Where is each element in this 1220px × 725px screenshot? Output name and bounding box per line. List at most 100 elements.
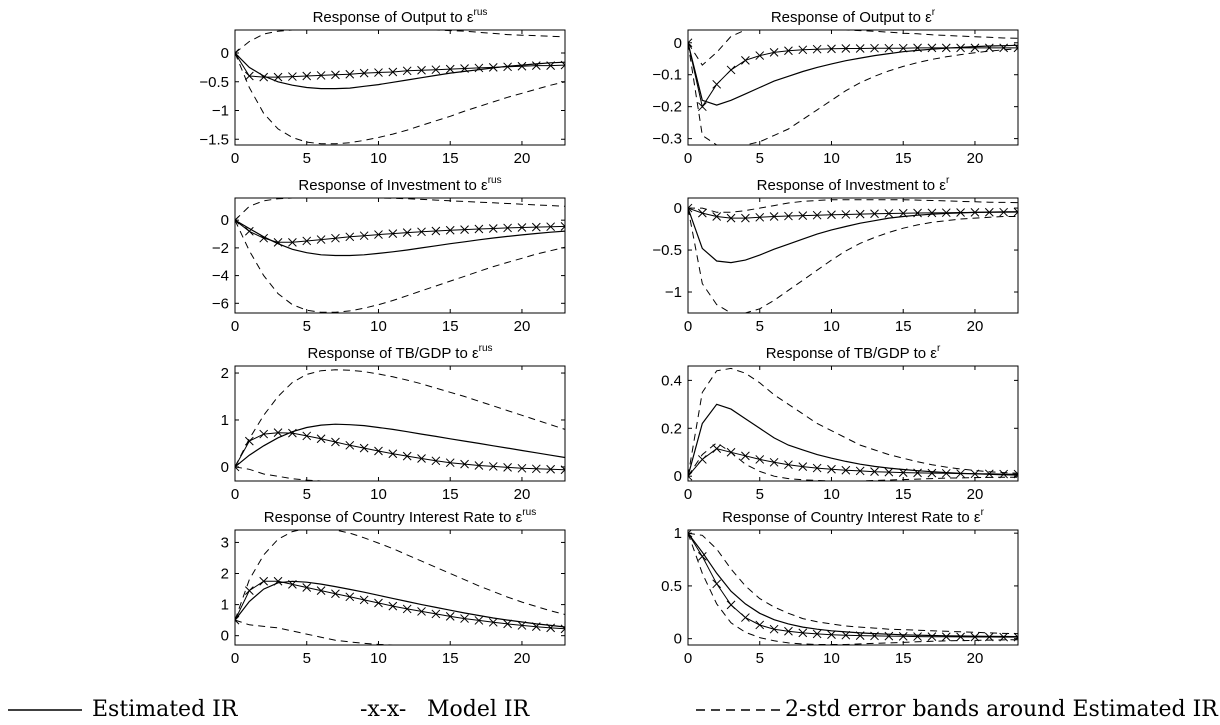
y-tick-label: 0: [674, 200, 682, 217]
axes-box: [234, 365, 566, 482]
panel-title-main: Response of Investment to ε: [757, 177, 947, 194]
model-ir-marker: [712, 444, 722, 454]
x-tick-label: 5: [756, 650, 764, 667]
x-tick-label: 10: [370, 650, 387, 667]
model-ir-marker: [927, 43, 937, 53]
model-ir-marker: [927, 208, 937, 218]
error-band-line: [235, 466, 565, 481]
x-tick-label: 15: [895, 486, 912, 503]
model-ir-marker: [712, 579, 722, 589]
model-ir-line: [235, 580, 565, 630]
x-tick-label: 0: [231, 650, 239, 667]
axes-box: [687, 529, 1019, 646]
panel-title: Response of Output to εr: [771, 7, 936, 26]
model-ir-marker: [388, 229, 398, 238]
estimated-ir-line: [235, 52, 565, 90]
x-tick-label: 0: [684, 150, 692, 167]
model-ir-marker: [798, 628, 808, 638]
model-ir-marker: [712, 212, 722, 221]
model-ir-marker: [431, 65, 441, 75]
y-tick-label: −0.5: [199, 74, 229, 91]
x-tick-label: 0: [231, 486, 239, 503]
panel-title-main: Response of Output to ε: [771, 9, 932, 26]
y-tick-label: −0.5: [652, 242, 682, 259]
model-ir-marker: [235, 462, 240, 472]
error-band-line: [235, 219, 565, 313]
model-ir-marker: [812, 629, 822, 639]
axes-box: [234, 29, 566, 146]
x-tick-label: 15: [895, 650, 912, 667]
model-ir-marker: [546, 222, 556, 232]
model-ir-marker: [460, 459, 469, 469]
model-ir-marker: [402, 604, 412, 614]
model-ir-marker: [898, 631, 908, 641]
model-ir-marker: [941, 208, 951, 218]
x-tick-label: 5: [756, 486, 764, 503]
y-tick-label: −1: [212, 103, 229, 120]
model-ir-marker: [984, 43, 994, 53]
model-ir-marker: [331, 70, 340, 80]
x-tick-label: 10: [823, 150, 840, 167]
plot-area: [688, 199, 1018, 313]
model-ir-marker: [999, 469, 1009, 479]
error-band-line: [688, 30, 1018, 66]
model-ir-marker: [1013, 43, 1018, 53]
model-ir-marker: [517, 223, 527, 232]
model-ir-marker: [503, 463, 512, 472]
model-ir-marker: [855, 44, 865, 53]
model-ir-marker: [302, 431, 312, 441]
model-ir-marker: [288, 72, 297, 81]
model-ir-line: [688, 207, 1018, 219]
x-tick-label: 0: [684, 318, 692, 335]
y-tick-label: 3: [221, 534, 229, 551]
model-ir-marker: [546, 623, 556, 633]
panel-title: Response of TB/GDP to εrus: [307, 343, 492, 362]
panel-4: Response of TB/GDP to εrus 0 5 10 15 20 0 1 2: [221, 343, 566, 503]
x-tick-label: 10: [370, 486, 387, 503]
panel-7: Response of Country Interest Rate to εr 0…: [661, 507, 1019, 667]
axes-box: [687, 29, 1019, 146]
legend-model-prefix: -x-x-: [360, 697, 406, 722]
x-tick-label: 20: [967, 150, 984, 167]
model-ir-marker: [884, 467, 894, 477]
panel-title-superscript: r: [981, 507, 985, 518]
axes-box: [234, 197, 566, 314]
y-tick-label: 0.4: [661, 372, 682, 389]
model-ir-marker: [769, 48, 779, 57]
model-ir-marker: [970, 43, 980, 53]
model-ir-marker: [345, 440, 355, 450]
model-ir-marker: [855, 209, 865, 219]
model-ir-marker: [898, 468, 908, 477]
panel-title-superscript: r: [937, 343, 941, 354]
model-ir-marker: [726, 600, 736, 610]
model-ir-marker: [331, 437, 340, 447]
model-ir-marker: [755, 51, 765, 60]
x-tick-label: 20: [967, 650, 984, 667]
model-ir-marker: [531, 622, 541, 632]
model-ir-marker: [984, 207, 994, 217]
model-ir-marker: [331, 233, 340, 243]
model-ir-marker: [488, 224, 498, 233]
model-ir-marker: [855, 466, 865, 476]
model-ir-marker: [841, 44, 851, 53]
model-ir-marker: [460, 614, 469, 623]
model-ir-marker: [726, 213, 736, 223]
y-tick-label: 0: [221, 628, 229, 645]
panel-title: Response of Investment to εrus: [298, 175, 501, 194]
model-ir-line: [688, 448, 1018, 477]
model-ir-marker: [417, 607, 426, 616]
model-ir-marker: [244, 71, 254, 81]
estimated-ir-line: [235, 580, 565, 628]
y-tick-label: −6: [212, 295, 229, 312]
model-ir-marker: [288, 237, 297, 247]
model-ir-marker: [402, 228, 412, 237]
estimated-ir-line: [688, 207, 1018, 264]
model-ir-marker: [870, 209, 879, 219]
panel-title: Response of TB/GDP to εr: [766, 343, 941, 362]
axes-box: [234, 529, 566, 646]
y-tick-label: 0: [674, 35, 682, 52]
model-ir-marker: [417, 227, 426, 237]
model-ir-marker: [697, 552, 707, 561]
